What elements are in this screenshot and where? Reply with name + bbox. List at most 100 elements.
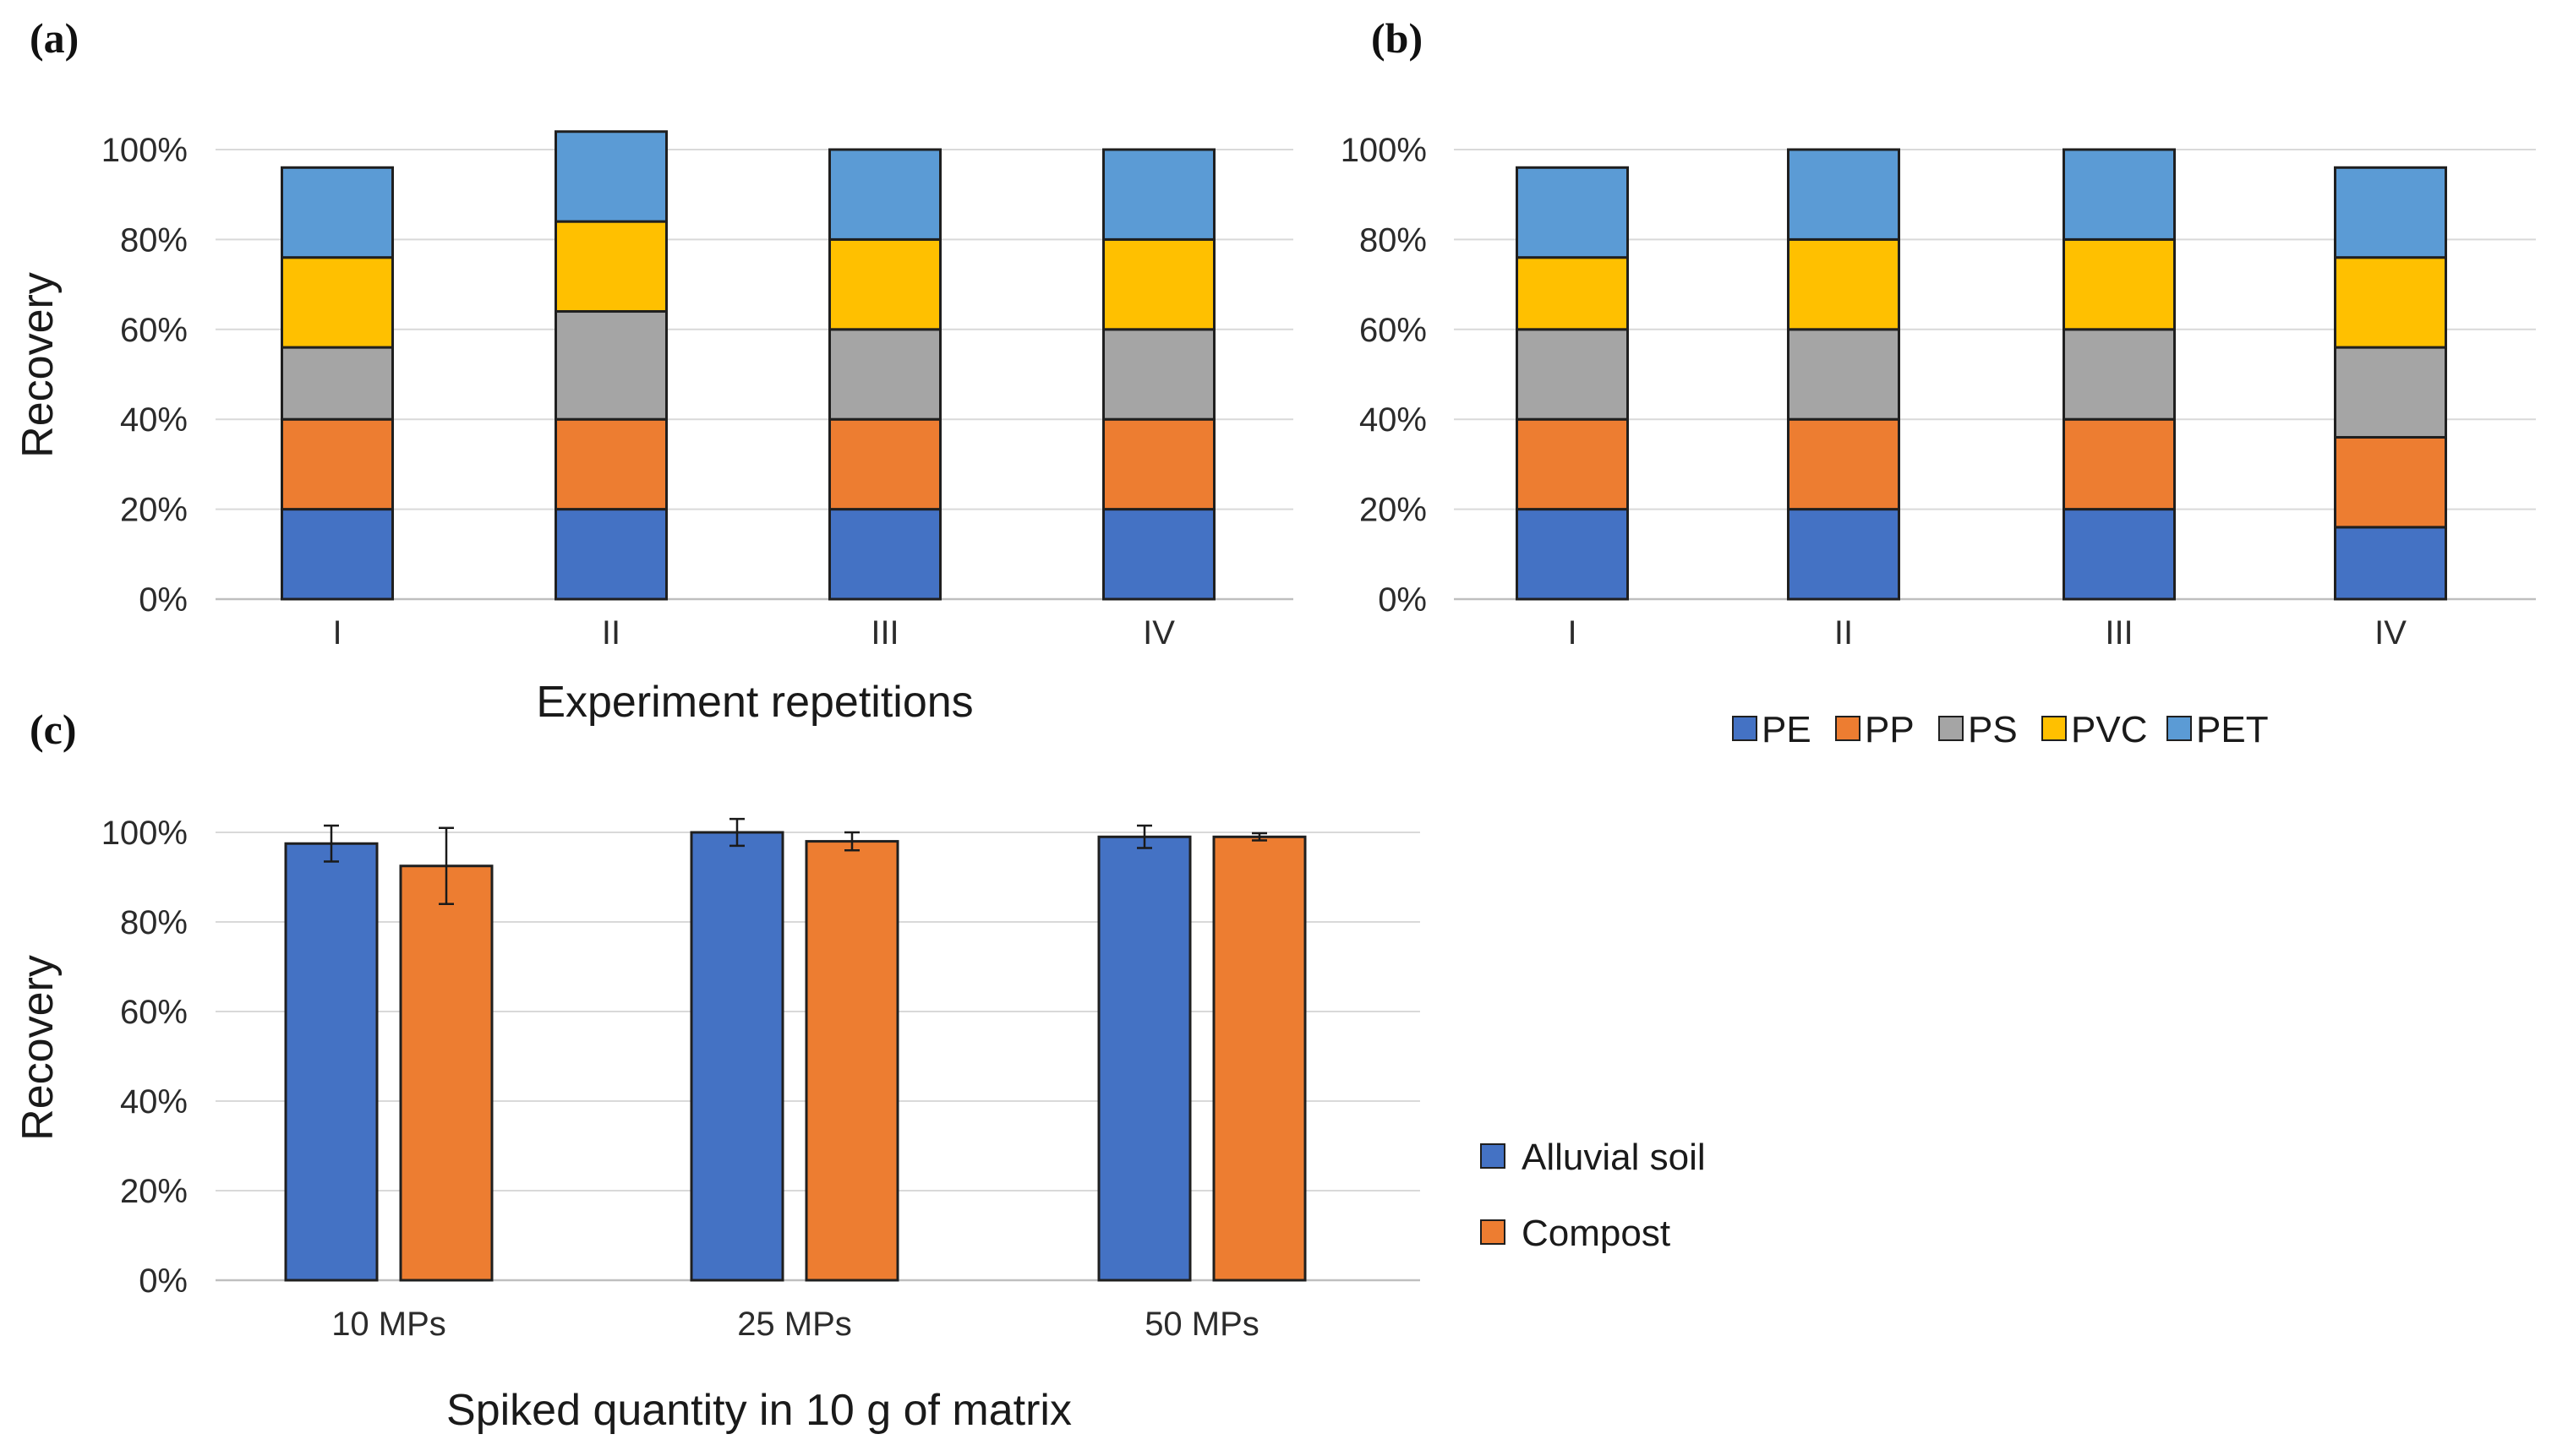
bar-segment-pvc-iv xyxy=(2334,256,2447,349)
bar-segment-pp-ii xyxy=(555,417,668,511)
legend-swatch-pet xyxy=(2166,716,2192,741)
bar-segment-ps-i xyxy=(1516,328,1629,421)
legend-label-ps: PS xyxy=(1968,709,2018,750)
panel-c-legend: Alluvial soil Compost xyxy=(1480,1137,1706,1254)
bar-compost-1 xyxy=(399,864,494,1282)
bar-segment-pp-iv xyxy=(1102,417,1216,511)
panel-b-legend: PE PP PS PVC PET xyxy=(1732,709,2269,750)
y-tick-label: 40% xyxy=(120,1083,188,1121)
legend-label-pvc: PVC xyxy=(2071,709,2147,750)
legend-label-pet: PET xyxy=(2196,709,2269,750)
x-tick-label: 50 MPs xyxy=(1145,1306,1259,1343)
bar-segment-pet-iii xyxy=(2063,148,2176,241)
bar-segment-ps-iii xyxy=(828,328,942,421)
bar-segment-pe-iii xyxy=(828,508,942,601)
legend-item-pet: PET xyxy=(2166,709,2269,750)
x-tick-label: IV xyxy=(1143,614,1175,652)
y-tick-label: 100% xyxy=(101,132,188,169)
panel-a-x-axis-title: Experiment repetitions xyxy=(536,678,973,727)
x-tick-label: III xyxy=(871,614,899,652)
x-tick-label: IV xyxy=(2374,614,2407,652)
bar-segment-pe-iii xyxy=(2063,508,2176,601)
bar-segment-pp-i xyxy=(281,417,394,511)
y-tick-label: 20% xyxy=(120,1173,188,1210)
bar-segment-pvc-iii xyxy=(828,237,942,331)
panel-a-bars xyxy=(281,130,1216,601)
error-bar-compost-1 xyxy=(439,826,454,906)
bar-segment-pp-iii xyxy=(2063,417,2176,511)
bar-segment-ps-ii xyxy=(555,310,668,421)
x-tick-label: II xyxy=(602,614,620,652)
panel-c-error-bars xyxy=(324,817,1267,906)
bar-segment-ps-iii xyxy=(2063,328,2176,421)
bar-segment-pp-i xyxy=(1516,417,1629,511)
legend-item-pp: PP xyxy=(1835,709,1915,750)
bar-segment-pp-ii xyxy=(1787,417,1900,511)
bar-segment-pvc-ii xyxy=(1787,237,1900,331)
panel-c-label: (c) xyxy=(30,706,77,753)
panel-a-y-axis-title: Recovery xyxy=(14,272,63,458)
bar-segment-ps-iv xyxy=(2334,346,2447,439)
bar-alluvial-soil-1 xyxy=(284,842,379,1282)
panel-b-chart: (b) 0%20%40%60%80%100% I II III IV PE PP PS PV… xyxy=(1341,14,2536,750)
legend-swatch-pe xyxy=(1732,716,1757,741)
x-tick-label: 10 MPs xyxy=(331,1306,446,1343)
error-bar-alluvial-soil-2 xyxy=(729,817,745,848)
y-tick-label: 80% xyxy=(1359,221,1427,259)
panel-a-x-tick-labels: I II III IV xyxy=(332,614,1175,652)
bar-segment-pvc-ii xyxy=(555,220,668,314)
panel-b-x-tick-labels: I II III IV xyxy=(1567,614,2407,652)
bar-segment-pe-iv xyxy=(1102,508,1216,601)
bar-segment-pe-i xyxy=(1516,508,1629,601)
panel-b-bars xyxy=(1516,148,2447,601)
y-tick-label: 60% xyxy=(120,312,188,349)
y-tick-label: 40% xyxy=(1359,401,1427,439)
x-tick-label: III xyxy=(2105,614,2133,652)
panel-c-y-axis-title: Recovery xyxy=(14,955,63,1141)
legend-label-alluvial-soil: Alluvial soil xyxy=(1522,1137,1706,1178)
panel-c-y-tick-labels: 0% 20% 40% 60% 80% 100% xyxy=(101,815,188,1300)
panel-c-x-tick-labels: 10 MPs 25 MPs 50 MPs xyxy=(331,1306,1259,1343)
bar-segment-pet-ii xyxy=(555,130,668,223)
y-tick-label: 40% xyxy=(120,401,188,439)
legend-swatch-compost xyxy=(1480,1219,1505,1245)
legend-label-pe: PE xyxy=(1762,709,1811,750)
y-tick-label: 60% xyxy=(1359,312,1427,349)
y-tick-label: 0% xyxy=(139,581,188,619)
bar-compost-2 xyxy=(805,840,899,1282)
legend-swatch-alluvial-soil xyxy=(1480,1143,1505,1169)
panel-a-chart: (a) 0%20%40%60%80%100% I II III IV Recovery… xyxy=(14,14,1293,727)
error-bar-alluvial-soil-3 xyxy=(1137,824,1152,849)
panel-a-y-tick-labels: 0% 20% 40% 60% 80% 100% xyxy=(101,132,188,619)
legend-label-compost: Compost xyxy=(1522,1213,1670,1254)
bar-segment-ps-i xyxy=(281,346,394,421)
legend-swatch-pp xyxy=(1835,716,1860,741)
panel-a-label: (a) xyxy=(30,14,79,62)
legend-item-alluvial-soil: Alluvial soil xyxy=(1480,1137,1706,1178)
bar-segment-pe-ii xyxy=(555,508,668,601)
bar-segment-pet-ii xyxy=(1787,148,1900,241)
y-tick-label: 20% xyxy=(120,492,188,529)
panel-c-bars xyxy=(284,831,1307,1282)
y-tick-label: 20% xyxy=(1359,492,1427,529)
legend-item-pe: PE xyxy=(1732,709,1811,750)
error-bar-compost-3 xyxy=(1252,832,1267,842)
panel-c-chart: (c) 0% 20% 40% 60% 80% 100% 10 MPs 25 MPs 50 MP… xyxy=(14,706,1706,1435)
bar-segment-pet-iii xyxy=(828,148,942,241)
bar-segment-pet-iv xyxy=(1102,148,1216,241)
bar-compost-3 xyxy=(1212,835,1307,1282)
panel-b-label: (b) xyxy=(1371,14,1423,62)
bar-segment-ps-ii xyxy=(1787,328,1900,421)
bar-segment-pp-iii xyxy=(828,417,942,511)
y-tick-label: 0% xyxy=(1378,581,1427,619)
y-tick-label: 60% xyxy=(120,994,188,1031)
bar-segment-pvc-iii xyxy=(2063,237,2176,331)
x-tick-label: 25 MPs xyxy=(737,1306,852,1343)
x-tick-label: I xyxy=(1567,614,1576,652)
error-bar-alluvial-soil-1 xyxy=(324,824,339,863)
bar-segment-pet-i xyxy=(1516,166,1629,259)
legend-item-pvc: PVC xyxy=(2041,709,2147,750)
x-tick-label: I xyxy=(332,614,341,652)
bar-segment-pvc-i xyxy=(281,256,394,349)
